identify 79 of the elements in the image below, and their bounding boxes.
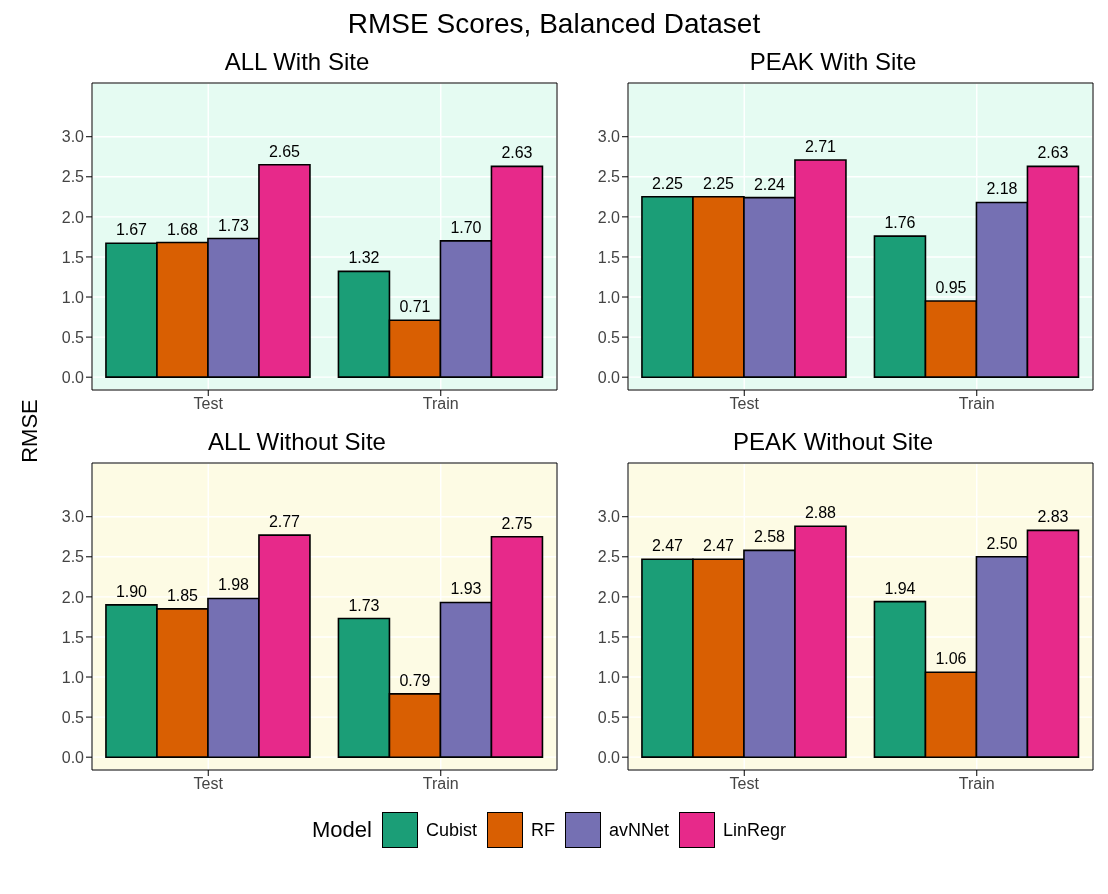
x-tick-label: Train xyxy=(958,775,995,793)
data-label: 1.70 xyxy=(450,218,482,236)
data-label: 2.25 xyxy=(651,174,684,192)
y-tick-label: 3.0 xyxy=(61,128,85,146)
data-label: 1.98 xyxy=(217,576,250,594)
legend-label: avNNet xyxy=(607,818,669,842)
data-label: 0.95 xyxy=(935,279,967,297)
y-tick-label: 2.0 xyxy=(597,588,621,606)
data-label: 2.63 xyxy=(501,144,533,162)
y-tick-label: 3.0 xyxy=(597,508,621,526)
data-label: 2.77 xyxy=(268,513,301,531)
y-tick-label: 0.5 xyxy=(61,708,85,726)
y-tick-label: 1.5 xyxy=(597,248,621,266)
legend-title: Model xyxy=(311,817,372,843)
data-label: 2.18 xyxy=(986,180,1018,198)
y-tick-label: 1.0 xyxy=(597,288,621,306)
data-label: 1.93 xyxy=(450,580,482,598)
data-label: 1.06 xyxy=(935,650,967,668)
y-tick-label: 2.0 xyxy=(61,588,85,606)
y-tick-label: 2.5 xyxy=(61,548,85,566)
chart-title: ALL With Site xyxy=(223,48,371,77)
data-label: 2.63 xyxy=(1037,144,1069,162)
x-tick-label: Test xyxy=(193,395,224,413)
y-tick-label: 1.5 xyxy=(597,628,621,646)
x-tick-label: Test xyxy=(729,395,760,413)
text: RMSE Scores, Balanced Dataset xyxy=(346,8,762,41)
x-tick-label: Train xyxy=(958,395,995,413)
data-label: 0.71 xyxy=(399,298,431,316)
chart-title: ALL Without Site xyxy=(208,428,386,455)
y-tick-label: 1.0 xyxy=(61,288,85,306)
data-label: 1.67 xyxy=(115,221,148,239)
legend-label: LinRegr xyxy=(721,818,787,842)
y-tick-label: 1.0 xyxy=(61,668,85,686)
legend-label: Cubist xyxy=(424,818,477,842)
data-label: 2.75 xyxy=(501,514,533,532)
data-label: 2.47 xyxy=(651,537,684,555)
data-label: 1.94 xyxy=(884,579,916,597)
data-label: 2.25 xyxy=(702,174,735,192)
y-tick-label: 0.0 xyxy=(61,368,85,386)
chart-title: PEAK Without Site xyxy=(731,428,935,457)
y-tick-label: 2.5 xyxy=(61,168,85,186)
data-label: 0.79 xyxy=(399,671,431,689)
y-tick-label: 2.5 xyxy=(597,168,621,186)
y-tick-label: 2.5 xyxy=(597,548,621,566)
data-label: 2.24 xyxy=(753,175,786,193)
y-tick-label: 1.0 xyxy=(597,668,621,686)
data-label: 2.88 xyxy=(804,504,837,522)
y-tick-label: 0.0 xyxy=(597,748,621,766)
y-tick-label: 1.5 xyxy=(61,248,85,266)
legend-label: RF xyxy=(529,818,555,842)
data-label: 1.32 xyxy=(348,249,380,267)
data-label: 2.47 xyxy=(702,537,735,555)
x-tick-label: Train xyxy=(422,395,459,413)
y-tick-label: 0.5 xyxy=(61,328,85,346)
y-tick-label: 0.0 xyxy=(61,748,85,766)
data-label: 1.73 xyxy=(217,216,250,234)
data-label: 2.65 xyxy=(268,142,301,160)
y-tick-label: 1.5 xyxy=(61,628,85,646)
chart-title: PEAK With Site xyxy=(748,48,918,77)
y-tick-label: 2.0 xyxy=(61,208,85,226)
data-label: 2.83 xyxy=(1037,508,1069,526)
y-tick-label: 0.5 xyxy=(597,708,621,726)
data-label: 1.85 xyxy=(166,586,199,604)
x-tick-label: Train xyxy=(422,775,459,793)
y-axis-title: RMSE xyxy=(16,399,43,463)
y-tick-label: 2.0 xyxy=(597,208,621,226)
x-tick-label: Test xyxy=(729,775,760,793)
data-label: 2.50 xyxy=(986,534,1018,552)
data-label: 2.71 xyxy=(804,137,837,155)
data-label: 1.68 xyxy=(166,220,199,238)
data-label: 1.76 xyxy=(884,214,916,232)
y-tick-label: 3.0 xyxy=(61,508,85,526)
y-tick-label: 0.5 xyxy=(597,328,621,346)
y-tick-label: 3.0 xyxy=(597,128,621,146)
data-label: 2.58 xyxy=(753,528,786,546)
y-tick-label: 0.0 xyxy=(597,368,621,386)
data-label: 1.73 xyxy=(348,596,380,614)
data-label: 1.90 xyxy=(115,582,148,600)
x-tick-label: Test xyxy=(193,775,224,793)
